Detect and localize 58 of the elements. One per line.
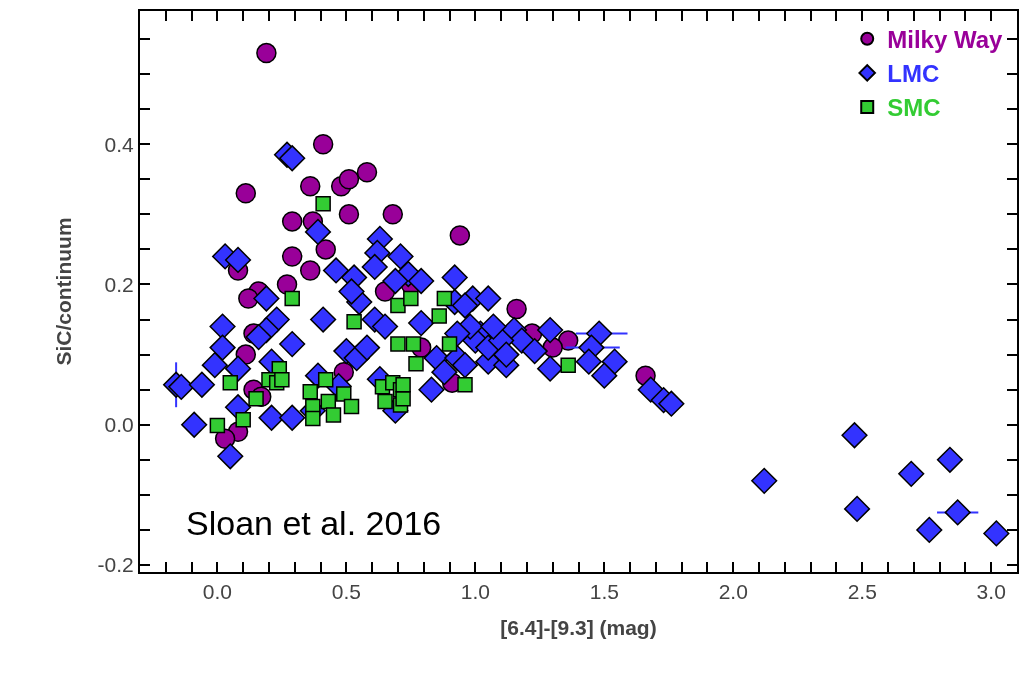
y-tick-label: 0.4 [104,132,135,156]
x-axis-title: [6.4]-[9.3] (mag) [500,615,657,639]
point [209,417,226,434]
point [235,183,257,204]
point [300,176,321,197]
point [405,336,422,352]
point [346,313,362,330]
point [390,336,406,352]
point [315,239,336,260]
x-tick-label: 3.0 [976,580,1006,604]
point [395,377,411,393]
point [325,407,342,423]
point [305,410,321,427]
point [315,196,331,212]
point [302,384,318,400]
x-tick-label: 1.5 [589,580,619,604]
point [281,246,303,267]
point [300,260,321,281]
point [222,374,239,391]
y-axis-title: SiC/continuum [52,217,76,366]
y-tick-label: 0.0 [104,413,134,437]
point [408,355,424,372]
point [390,297,406,314]
x-tick-label: 2.0 [718,580,748,604]
point [449,225,471,246]
point [235,412,251,428]
x-tick-label: 0.5 [331,580,361,604]
x-tick-label: 2.5 [847,580,877,604]
legend-label: Milky Way [887,26,1004,54]
point [382,204,404,225]
point [395,391,411,407]
x-tick-label: 1.0 [460,580,490,604]
y-tick-label: -0.2 [97,553,134,577]
point [356,162,378,183]
point [256,42,277,64]
point [441,336,458,352]
point [377,393,393,410]
point [284,290,300,307]
point [338,204,360,225]
point [274,372,290,388]
point [436,290,453,307]
point [403,290,419,307]
point [336,386,352,402]
point [457,377,473,393]
legend-label: SMC [887,94,941,122]
point [317,372,334,388]
point [238,288,259,309]
point [281,211,303,232]
annotation: Sloan et al. 2016 [186,504,442,542]
point [343,398,360,415]
point [506,298,527,320]
point [431,308,447,324]
point [312,133,334,155]
x-tick-label: 0.0 [202,580,232,604]
point [338,169,360,190]
y-tick-label: 0.2 [104,272,134,296]
legend-label: LMC [887,60,940,88]
point [560,357,576,373]
